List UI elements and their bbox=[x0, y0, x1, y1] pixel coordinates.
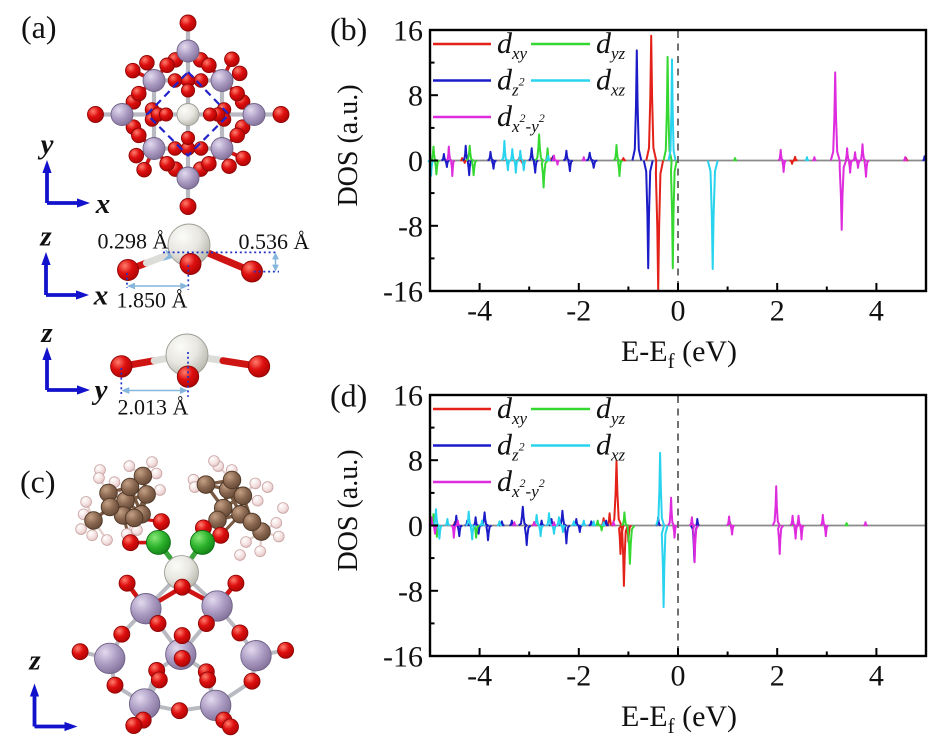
svg-text:z: z bbox=[28, 645, 41, 677]
svg-text:0: 0 bbox=[671, 660, 686, 693]
svg-text:x: x bbox=[93, 280, 109, 312]
svg-text:2.013 Å: 2.013 Å bbox=[118, 395, 189, 420]
svg-text:(a): (a) bbox=[21, 9, 57, 45]
svg-text:1.850 Å: 1.850 Å bbox=[117, 288, 188, 313]
svg-text:E-Ef (eV): E-Ef (eV) bbox=[621, 335, 737, 373]
svg-text:DOS (a.u.): DOS (a.u.) bbox=[333, 84, 364, 206]
svg-text:8: 8 bbox=[408, 80, 423, 113]
svg-text:y: y bbox=[38, 129, 54, 161]
svg-text:x: x bbox=[95, 188, 111, 220]
svg-text:-8: -8 bbox=[398, 210, 423, 243]
svg-text:2: 2 bbox=[770, 295, 785, 328]
svg-text:z: z bbox=[39, 221, 52, 253]
svg-text:16: 16 bbox=[393, 380, 423, 413]
svg-text:-4: -4 bbox=[467, 295, 492, 328]
svg-text:-16: -16 bbox=[383, 276, 423, 309]
svg-text:-16: -16 bbox=[383, 641, 423, 674]
svg-text:-8: -8 bbox=[398, 575, 423, 608]
svg-text:4: 4 bbox=[869, 660, 884, 693]
svg-text:0: 0 bbox=[408, 145, 423, 178]
svg-text:-2: -2 bbox=[566, 295, 591, 328]
svg-text:-2: -2 bbox=[566, 660, 591, 693]
svg-text:8: 8 bbox=[408, 445, 423, 478]
svg-text:(d): (d) bbox=[330, 378, 367, 414]
svg-text:E-Ef (eV): E-Ef (eV) bbox=[621, 700, 737, 738]
svg-text:0.298 Å: 0.298 Å bbox=[98, 229, 169, 254]
svg-text:y: y bbox=[92, 374, 108, 406]
svg-text:z: z bbox=[40, 317, 53, 349]
svg-text:0: 0 bbox=[671, 295, 686, 328]
svg-text:2: 2 bbox=[770, 660, 785, 693]
svg-text:(b): (b) bbox=[330, 11, 367, 47]
svg-text:(c): (c) bbox=[20, 464, 56, 500]
svg-text:DOS (a.u.): DOS (a.u.) bbox=[333, 449, 364, 571]
svg-text:0.536 Å: 0.536 Å bbox=[239, 229, 310, 254]
svg-text:0: 0 bbox=[408, 510, 423, 543]
svg-text:16: 16 bbox=[393, 15, 423, 48]
svg-text:4: 4 bbox=[869, 295, 884, 328]
svg-text:-4: -4 bbox=[467, 660, 492, 693]
